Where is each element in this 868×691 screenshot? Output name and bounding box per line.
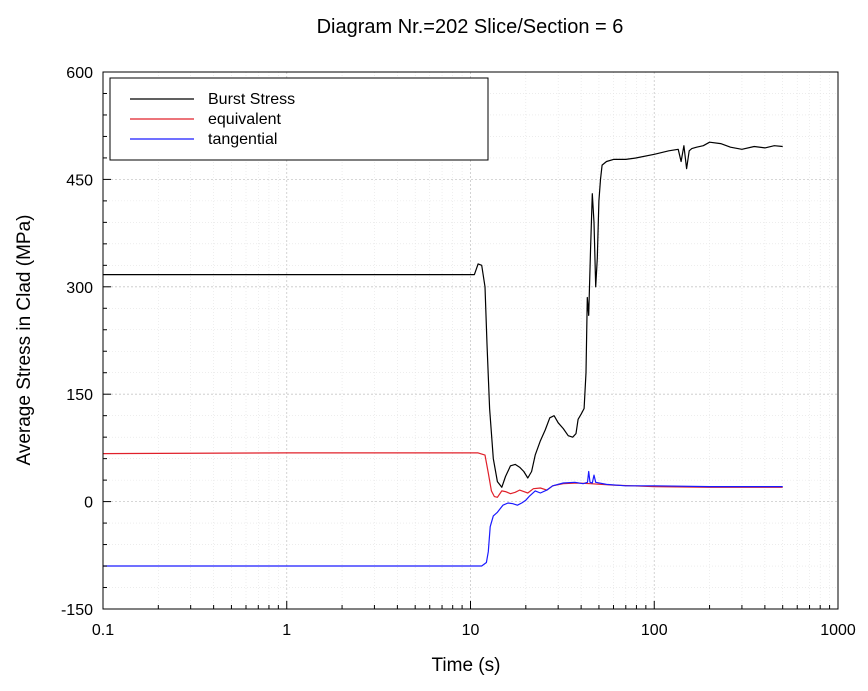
- axes: 0.1 1 10 100 1000 -150 0 150 300 450 600: [61, 65, 856, 639]
- chart-title: Diagram Nr.=202 Slice/Section = 6: [317, 16, 624, 38]
- y-tick-label: 450: [66, 172, 93, 189]
- y-tick-label: 300: [66, 280, 93, 297]
- series-layer: [102, 141, 783, 567]
- legend-label: equivalent: [208, 111, 282, 128]
- legend-label: tangential: [208, 131, 277, 148]
- series-line-tangential: [103, 470, 783, 567]
- y-tick-label: 0: [84, 495, 93, 512]
- grid: [103, 72, 838, 609]
- x-tick-label: 1000: [820, 622, 856, 639]
- series-line-burst-stress: [103, 141, 783, 488]
- x-tick-label: 1: [282, 622, 291, 639]
- legend-label: Burst Stress: [208, 91, 295, 108]
- x-axis-label: Time (s): [432, 655, 501, 676]
- x-tick-label: 0.1: [92, 622, 114, 639]
- y-axis-label: Average Stress in Clad (MPa): [14, 215, 35, 466]
- x-tick-label: 10: [462, 622, 480, 639]
- legend: Burst Stress equivalent tangential: [109, 77, 489, 161]
- y-tick-label: 600: [66, 65, 93, 82]
- x-tick-label: 100: [641, 622, 668, 639]
- y-tick-label: -150: [61, 602, 93, 619]
- series-line-equivalent: [102, 452, 783, 498]
- y-tick-label: 150: [66, 387, 93, 404]
